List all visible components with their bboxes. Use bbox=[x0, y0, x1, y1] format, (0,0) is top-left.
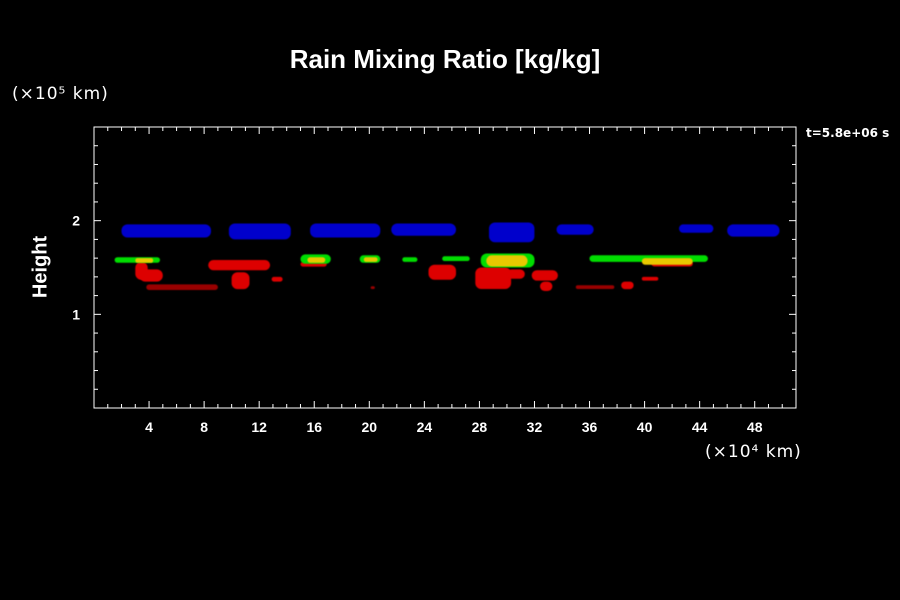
x-axis-unit-label: (×10⁴ km) bbox=[705, 442, 802, 462]
region-green-15 bbox=[442, 256, 470, 261]
region-blue-3 bbox=[391, 223, 456, 236]
region-red-26 bbox=[271, 276, 283, 282]
region-dark-red-35 bbox=[575, 285, 615, 289]
region-red-28 bbox=[475, 267, 512, 289]
region-red-23 bbox=[139, 269, 163, 282]
region-red-31 bbox=[540, 281, 553, 291]
region-dark-red-36 bbox=[370, 286, 375, 289]
chart-title: Rain Mixing Ratio [kg/kg] bbox=[289, 44, 601, 74]
region-blue-2 bbox=[310, 223, 381, 238]
x-tick-label: 12 bbox=[251, 419, 267, 435]
y-tick-label: 2 bbox=[72, 213, 80, 229]
x-tick-label: 32 bbox=[527, 419, 543, 435]
region-blue-7 bbox=[727, 224, 780, 237]
y-axis-unit-label: (×10⁵ km) bbox=[12, 84, 109, 104]
region-red-27 bbox=[428, 264, 456, 280]
plot-frame bbox=[93, 126, 797, 409]
region-yellow-13 bbox=[363, 257, 378, 262]
region-red-25 bbox=[231, 272, 250, 290]
x-tick-label: 40 bbox=[637, 419, 653, 435]
region-yellow-9 bbox=[135, 258, 154, 263]
x-tick-label: 16 bbox=[306, 419, 322, 435]
region-red-33 bbox=[641, 276, 659, 281]
x-tick-label: 20 bbox=[362, 419, 378, 435]
region-blue-6 bbox=[679, 224, 714, 233]
region-red-30 bbox=[531, 270, 558, 281]
region-dark-red-34 bbox=[146, 284, 218, 290]
region-red-24 bbox=[208, 260, 271, 271]
time-label: t=5.8e+06 s bbox=[806, 126, 890, 140]
x-tick-label: 4 bbox=[145, 419, 153, 435]
x-tick-label: 24 bbox=[417, 419, 433, 435]
region-red-29 bbox=[506, 269, 525, 279]
region-blue-0 bbox=[121, 224, 211, 238]
x-tick-label: 48 bbox=[747, 419, 763, 435]
data-regions bbox=[114, 222, 780, 291]
x-tick-label: 28 bbox=[472, 419, 488, 435]
x-tick-label: 8 bbox=[200, 419, 208, 435]
y-tick-label: 1 bbox=[72, 306, 80, 322]
region-green-14 bbox=[402, 257, 418, 262]
region-blue-1 bbox=[228, 223, 291, 240]
region-yellow-17 bbox=[486, 255, 528, 267]
region-blue-5 bbox=[556, 224, 594, 235]
x-tick-label: 44 bbox=[692, 419, 708, 435]
region-red-32 bbox=[621, 281, 634, 290]
region-blue-4 bbox=[489, 222, 535, 243]
region-yellow-19 bbox=[641, 258, 693, 265]
region-yellow-11 bbox=[307, 257, 326, 263]
x-tick-label: 36 bbox=[582, 419, 598, 435]
